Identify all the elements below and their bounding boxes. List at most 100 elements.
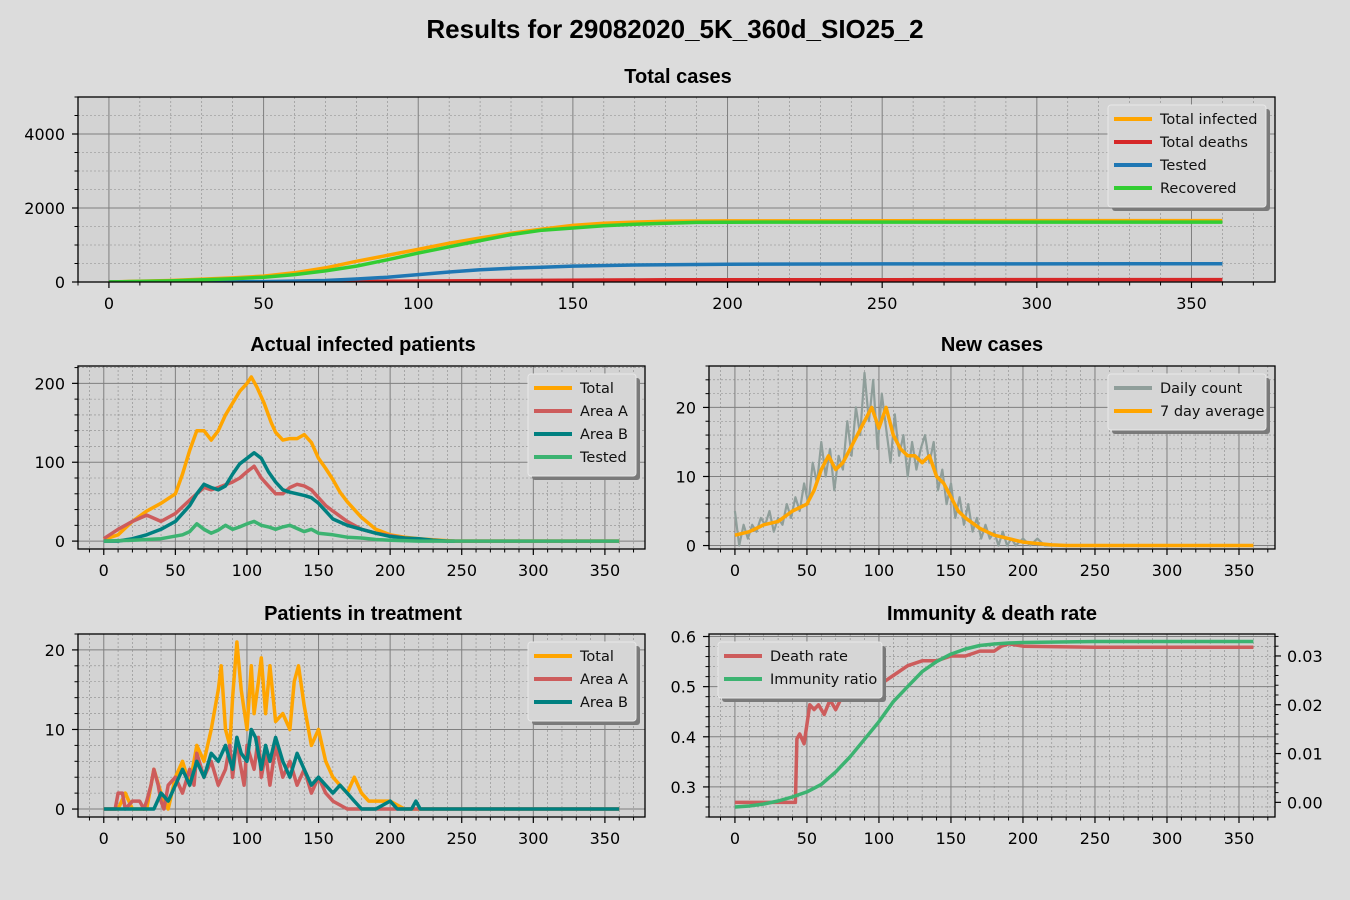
y-tick-label: 0 <box>686 537 696 556</box>
x-tick-label: 250 <box>867 294 898 313</box>
x-tick-label: 300 <box>518 561 549 580</box>
y-tick-label: 10 <box>45 720 65 739</box>
legend-label: Tested <box>579 450 627 466</box>
plot-frame <box>77 633 646 818</box>
series-group <box>108 218 1223 282</box>
legend-label: Total <box>579 649 614 665</box>
panel-title: Total cases <box>624 66 731 88</box>
legend-label: Total deaths <box>1159 135 1248 151</box>
legend-label: 7 day average <box>1160 404 1265 420</box>
x-tick-label: 300 <box>1152 561 1183 580</box>
legend-box <box>1107 104 1267 208</box>
series-line-total <box>103 640 620 811</box>
series-group <box>733 371 1254 548</box>
x-tick-label: 150 <box>303 829 334 848</box>
legend-label: Area A <box>580 672 628 688</box>
y2-tick-label: 0.03 <box>1287 647 1323 666</box>
x-tick-label: 50 <box>165 829 185 848</box>
y-tick-label: 20 <box>45 641 65 660</box>
legend-label: Death rate <box>770 649 848 665</box>
series-line-7-day-average <box>734 405 1254 548</box>
plot-frame <box>708 633 1276 818</box>
panel-title: New cases <box>941 334 1043 356</box>
x-tick-label: 0 <box>730 829 740 848</box>
x-tick-label: 100 <box>232 829 263 848</box>
panel-total-cases: Total cases 0 50 100 150 200 250 300 350 0 2000 40… <box>24 66 1276 313</box>
series-line-immunity-ratio <box>734 639 1254 809</box>
x-tick-label: 250 <box>1080 561 1111 580</box>
y-tick-label: 0 <box>55 273 65 292</box>
axes: 0 50 100 150 200 250 300 350 0 10 20 <box>676 365 1269 580</box>
series-group <box>102 375 620 543</box>
x-tick-label: 150 <box>936 829 967 848</box>
x-tick-label: 100 <box>403 294 434 313</box>
x-tick-label: 0 <box>730 561 740 580</box>
axes: 0 50 100 150 200 250 300 350 0 10 20 <box>45 633 635 848</box>
legend: Total Area A Area B Tested <box>527 373 640 480</box>
panel-patients-treatment: Patients in treatment 0 50 100 150 200 250 300… <box>45 603 646 848</box>
x-tick-label: 350 <box>590 561 621 580</box>
x-tick-label: 350 <box>1224 561 1255 580</box>
y2-tick-label: 0.02 <box>1287 696 1323 715</box>
legend: Total infected Total deaths Tested Recovere… <box>1107 104 1270 211</box>
series-line-tested <box>103 519 620 543</box>
legend: Daily count 7 day average <box>1107 373 1270 434</box>
x-tick-label: 150 <box>558 294 589 313</box>
y-tick-label: 200 <box>34 374 65 393</box>
x-tick-label: 50 <box>797 561 817 580</box>
y-tick-label: 2000 <box>24 199 65 218</box>
legend-label: Tested <box>1159 158 1207 174</box>
legend-label: Recovered <box>1160 181 1236 197</box>
series-line-total-deaths <box>108 277 1223 282</box>
panel-actual-infected: Actual infected patients 0 50 100 150 200 250… <box>34 334 646 580</box>
series-line-total <box>103 375 620 543</box>
series-line-recovered <box>108 220 1223 282</box>
series-line-daily-count <box>733 371 1254 547</box>
x-tick-label: 100 <box>232 561 263 580</box>
panel-new-cases: New cases 0 50 100 150 200 250 300 350 0 10 20 Dail… <box>676 334 1276 580</box>
y-tick-label: 0 <box>55 800 65 819</box>
x-tick-label: 0 <box>99 829 109 848</box>
panel-immunity-death: Immunity & death rate 0 50 100 150 200 250 300… <box>671 603 1323 848</box>
legend-label: Total <box>579 381 614 397</box>
legend-label: Total infected <box>1159 112 1258 128</box>
x-tick-label: 250 <box>1080 829 1111 848</box>
series-line-area-a <box>103 735 620 811</box>
x-tick-label: 50 <box>797 829 817 848</box>
x-tick-label: 300 <box>518 829 549 848</box>
x-tick-label: 150 <box>936 561 967 580</box>
y-tick-label: 4000 <box>24 125 65 144</box>
x-tick-label: 100 <box>864 561 895 580</box>
axes: 0 50 100 150 200 250 300 350 0 100 200 <box>34 367 635 580</box>
y-tick-label: 0 <box>55 532 65 551</box>
plot-frame <box>708 365 1276 550</box>
legend: Death rate Immunity ratio <box>717 641 886 702</box>
series-line-tested <box>108 261 1223 282</box>
axes: 0 50 100 150 200 250 300 350 0 2000 4000 <box>24 96 1254 313</box>
y2-tick-label: 0.01 <box>1287 745 1323 764</box>
x-tick-label: 300 <box>1152 829 1183 848</box>
x-tick-label: 100 <box>864 829 895 848</box>
series-line-area-b <box>103 727 620 811</box>
y-tick-label: 0.6 <box>671 628 696 647</box>
y-tick-label: 100 <box>34 453 65 472</box>
y-tick-label: 0.5 <box>671 678 696 697</box>
y2-tick-label: 0.00 <box>1287 793 1323 812</box>
x-tick-label: 50 <box>165 561 185 580</box>
y-tick-label: 0.4 <box>671 728 696 747</box>
axes: 0 50 100 150 200 250 300 350 0.3 0.4 0.5 0.6 0.00 0.0… <box>671 628 1323 848</box>
panel-title: Immunity & death rate <box>887 603 1097 625</box>
legend-label: Immunity ratio <box>770 672 877 688</box>
x-tick-label: 300 <box>1022 294 1053 313</box>
x-tick-label: 200 <box>1008 561 1039 580</box>
x-tick-label: 0 <box>99 561 109 580</box>
x-tick-label: 250 <box>446 829 477 848</box>
x-tick-label: 200 <box>375 829 406 848</box>
grid <box>709 365 1275 549</box>
series-line-area-b <box>103 451 455 543</box>
x-tick-label: 350 <box>590 829 621 848</box>
legend-label: Area A <box>580 404 628 420</box>
legend-label: Daily count <box>1160 381 1243 397</box>
series-group <box>103 640 620 811</box>
